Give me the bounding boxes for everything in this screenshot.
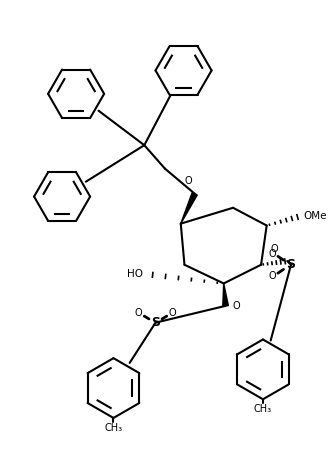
Text: O: O [184,176,192,186]
Text: HO: HO [127,269,143,279]
Text: O: O [232,301,240,311]
Polygon shape [223,283,228,306]
Text: O: O [169,308,176,318]
Text: CH₃: CH₃ [254,404,272,414]
Text: S: S [286,258,296,271]
Polygon shape [181,193,197,224]
Text: O: O [269,271,276,281]
Text: CH₃: CH₃ [104,423,123,433]
Text: O: O [269,249,276,259]
Text: OMe: OMe [303,211,327,221]
Text: O: O [135,308,143,318]
Text: O: O [270,244,278,255]
Text: S: S [151,316,160,329]
